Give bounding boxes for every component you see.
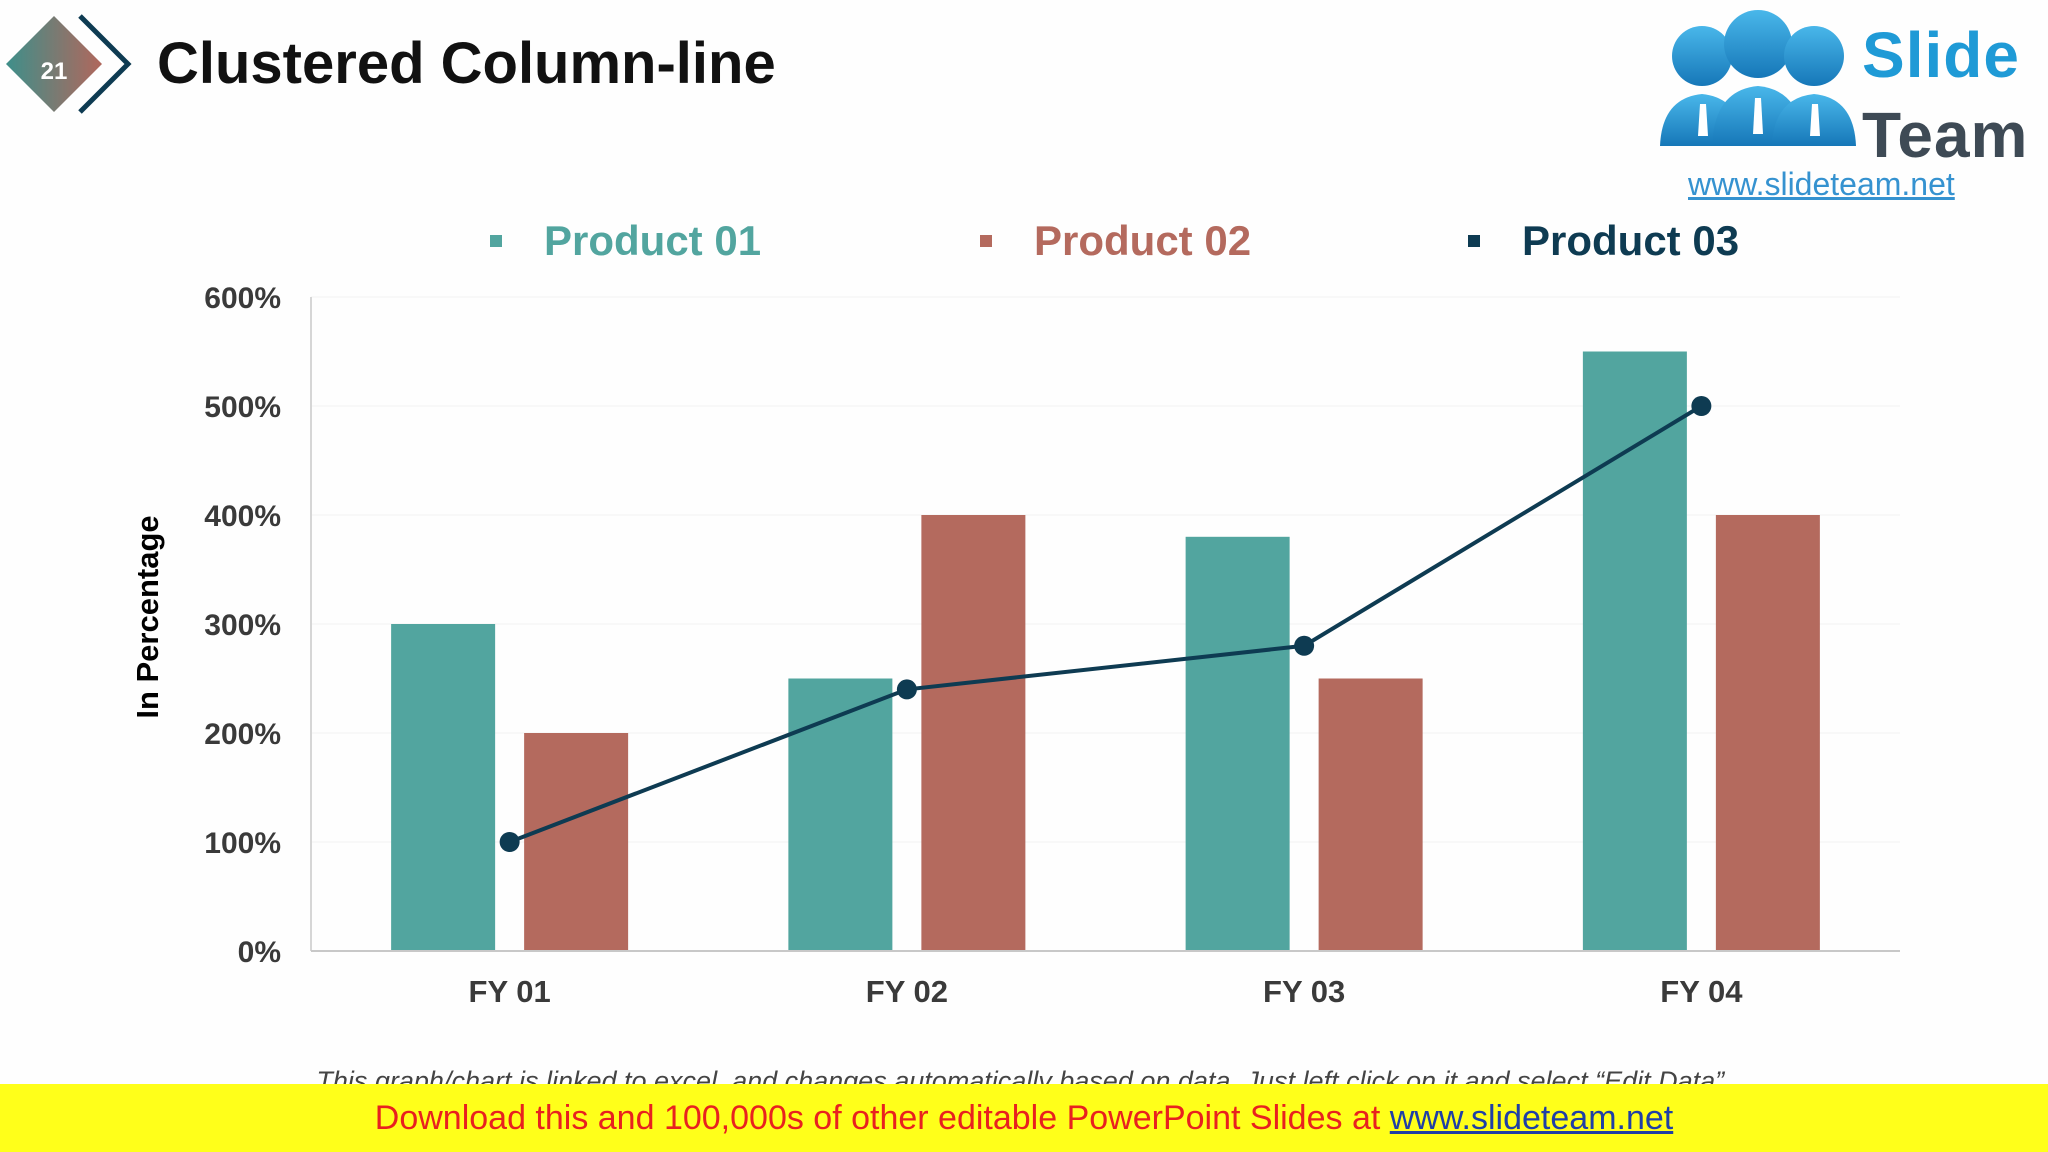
edit-data-note: This graph/chart is linked to excel, and…	[316, 1066, 1732, 1084]
slideteam-logo: Slide Team www.slideteam.net	[1640, 6, 2040, 202]
bar-product-02-fy-02[interactable]	[921, 515, 1026, 951]
x-tick-label: FY 01	[469, 974, 551, 1009]
bar-product-01-fy-04[interactable]	[1582, 351, 1687, 952]
download-banner: Download this and 100,000s of other edit…	[0, 1084, 2048, 1152]
slide-number-badge: 21	[0, 10, 140, 120]
y-tick-label: 200%	[204, 718, 281, 751]
people-logo-icon	[1660, 10, 1856, 146]
y-tick-label: 0%	[238, 936, 281, 969]
line-product-03	[508, 404, 1703, 844]
axes	[310, 297, 1900, 952]
y-axis-title: In Percentage	[130, 515, 165, 718]
banner-link[interactable]: www.slideteam.net	[1389, 1099, 1674, 1137]
legend-label-product-01: Product 01	[544, 217, 762, 264]
axis-labels: 0% 100% 200% 300% 400% 500% 600% FY 01 FY 02 FY 0…	[204, 282, 1743, 1009]
x-tick-label: FY 02	[866, 974, 948, 1009]
x-tick-label: FY 03	[1263, 974, 1345, 1009]
line-point-product-03[interactable]	[499, 832, 520, 852]
logo-word-slide: Slide	[1862, 19, 2020, 91]
bars	[391, 351, 1820, 952]
bar-product-02-fy-04[interactable]	[1715, 515, 1820, 951]
legend-item-product-02: Product 02	[980, 216, 1251, 266]
bar-product-02-fy-01[interactable]	[524, 733, 629, 951]
diamond-badge-icon	[6, 14, 132, 114]
legend-swatch-product-02	[980, 235, 992, 247]
bar-product-01-fy-02[interactable]	[788, 678, 893, 952]
clustered-column-line-chart[interactable]: 0% 100% 200% 300% 400% 500% 600% FY 01 FY 02 FY 0…	[0, 0, 2048, 1060]
legend-swatch-product-01	[490, 235, 502, 247]
legend-swatch-product-03	[1468, 235, 1480, 247]
y-tick-label: 400%	[204, 500, 281, 533]
bar-product-02-fy-03[interactable]	[1318, 678, 1423, 952]
line-point-product-03[interactable]	[896, 679, 917, 700]
y-tick-label: 300%	[204, 609, 281, 642]
y-tick-label: 600%	[204, 282, 281, 315]
line-point-product-03[interactable]	[1691, 396, 1712, 416]
banner-text: Download this and 100,000s of other edit…	[374, 1099, 1390, 1137]
legend-item-product-03: Product 03	[1468, 216, 1739, 266]
x-tick-label: FY 04	[1660, 974, 1743, 1009]
legend-label-product-03: Product 03	[1522, 217, 1740, 264]
line-point-product-03[interactable]	[1294, 635, 1315, 656]
page-title: Clustered Column-line	[157, 31, 776, 96]
bar-product-01-fy-03[interactable]	[1185, 536, 1290, 951]
bar-product-01-fy-01[interactable]	[391, 624, 496, 951]
legend-item-product-01: Product 01	[490, 216, 761, 266]
legend-label-product-02: Product 02	[1034, 217, 1252, 264]
logo-word-team: Team	[1862, 99, 2029, 171]
logo-url-link[interactable]: www.slideteam.net	[1688, 166, 1955, 202]
slide-number: 21	[40, 58, 68, 85]
product-03-line	[499, 396, 1712, 852]
y-tick-label: 100%	[204, 827, 281, 860]
y-tick-label: 500%	[204, 391, 281, 424]
